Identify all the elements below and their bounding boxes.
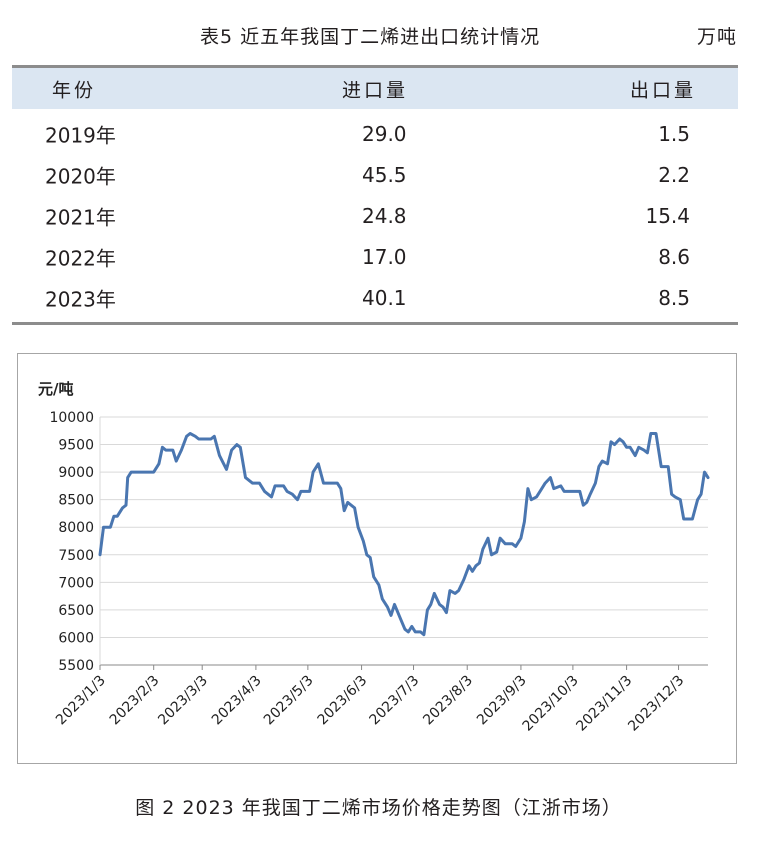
x-tick-label: 2023/1/3 <box>53 673 109 729</box>
cell-import: 45.5 <box>362 162 407 187</box>
cell-export: 8.5 <box>658 285 690 310</box>
y-tick-label: 7000 <box>58 575 94 591</box>
cell-year: 2020年 <box>45 164 116 188</box>
x-tick-label: 2023/5/3 <box>261 673 317 729</box>
cell-import: 29.0 <box>362 121 407 146</box>
y-tick-label: 6500 <box>58 603 94 619</box>
series-layer <box>98 432 710 637</box>
header-export: 出口量 <box>630 79 697 101</box>
cell-export: 2.2 <box>658 162 690 187</box>
price-trend-chart: 元/吨 5500 6000 6500 7000 7500 8000 8500 9000 9500… <box>38 380 710 735</box>
table-row: 2023年 40.1 8.5 <box>12 277 738 318</box>
cell-export: 8.6 <box>658 244 690 269</box>
grid-lines <box>99 416 708 666</box>
cell-year: 2022年 <box>45 246 116 270</box>
y-tick-label: 10000 <box>49 410 94 426</box>
price-chart-frame: 元/吨 5500 6000 6500 7000 7500 8000 8500 9000 9500… <box>17 353 737 764</box>
x-tick-label: 2023/2/3 <box>107 673 163 729</box>
cell-year: 2021年 <box>45 205 116 229</box>
y-tick-label: 5500 <box>58 658 94 674</box>
x-tick-label: 2023/12/3 <box>625 673 687 735</box>
x-tick-label: 2023/3/3 <box>155 673 211 729</box>
header-import: 进口量 <box>342 79 409 101</box>
x-tick-label: 2023/4/3 <box>209 673 265 729</box>
table-unit: 万吨 <box>696 26 737 48</box>
table-top-rule <box>12 65 738 68</box>
cell-import: 40.1 <box>362 285 407 310</box>
x-tick-label: 2023/6/3 <box>315 673 371 729</box>
table-title: 表5 近五年我国丁二烯进出口统计情况 <box>200 26 541 48</box>
x-tick-label: 2023/10/3 <box>520 673 582 735</box>
table-row: 2020年 45.5 2.2 <box>12 154 738 195</box>
price-series-line <box>98 432 710 637</box>
import-export-table: 年份 进口量 出口量 2019年 29.0 1.5 2020年 45.5 2.2… <box>12 65 738 325</box>
y-tick-label: 9500 <box>58 438 94 454</box>
y-tick-label: 6000 <box>58 630 94 646</box>
y-tick-label: 8000 <box>58 520 94 536</box>
table-row: 2021年 24.8 15.4 <box>12 195 738 236</box>
table-bottom-rule <box>12 322 738 325</box>
y-tick-label: 9000 <box>58 465 94 481</box>
y-tick-label: 7500 <box>58 548 94 564</box>
table-header-row: 年份 进口量 出口量 <box>12 68 738 109</box>
x-axis-ticks: 2023/1/32023/2/32023/3/32023/4/32023/5/3… <box>53 665 687 735</box>
y-tick-label: 8500 <box>58 493 94 509</box>
cell-import: 17.0 <box>362 244 407 269</box>
header-year: 年份 <box>52 79 97 101</box>
x-tick-label: 2023/7/3 <box>367 673 423 729</box>
cell-export: 15.4 <box>645 203 690 228</box>
x-tick-label: 2023/9/3 <box>474 673 530 729</box>
cell-year: 2023年 <box>45 287 116 311</box>
table-row: 2019年 29.0 1.5 <box>12 113 738 154</box>
cell-import: 24.8 <box>362 203 407 228</box>
y-axis-unit-label: 元/吨 <box>38 380 73 398</box>
table-caption: 表5 近五年我国丁二烯进出口统计情况 万吨 <box>0 22 757 50</box>
cell-year: 2019年 <box>45 123 116 147</box>
table-row: 2022年 17.0 8.6 <box>12 236 738 277</box>
cell-export: 1.5 <box>658 121 690 146</box>
y-axis-ticks: 5500 6000 6500 7000 7500 8000 8500 9000 9500 1000… <box>49 410 94 674</box>
figure-caption: 图 2 2023 年我国丁二烯市场价格走势图（江浙市场） <box>135 797 622 819</box>
x-tick-label: 2023/8/3 <box>420 673 476 729</box>
